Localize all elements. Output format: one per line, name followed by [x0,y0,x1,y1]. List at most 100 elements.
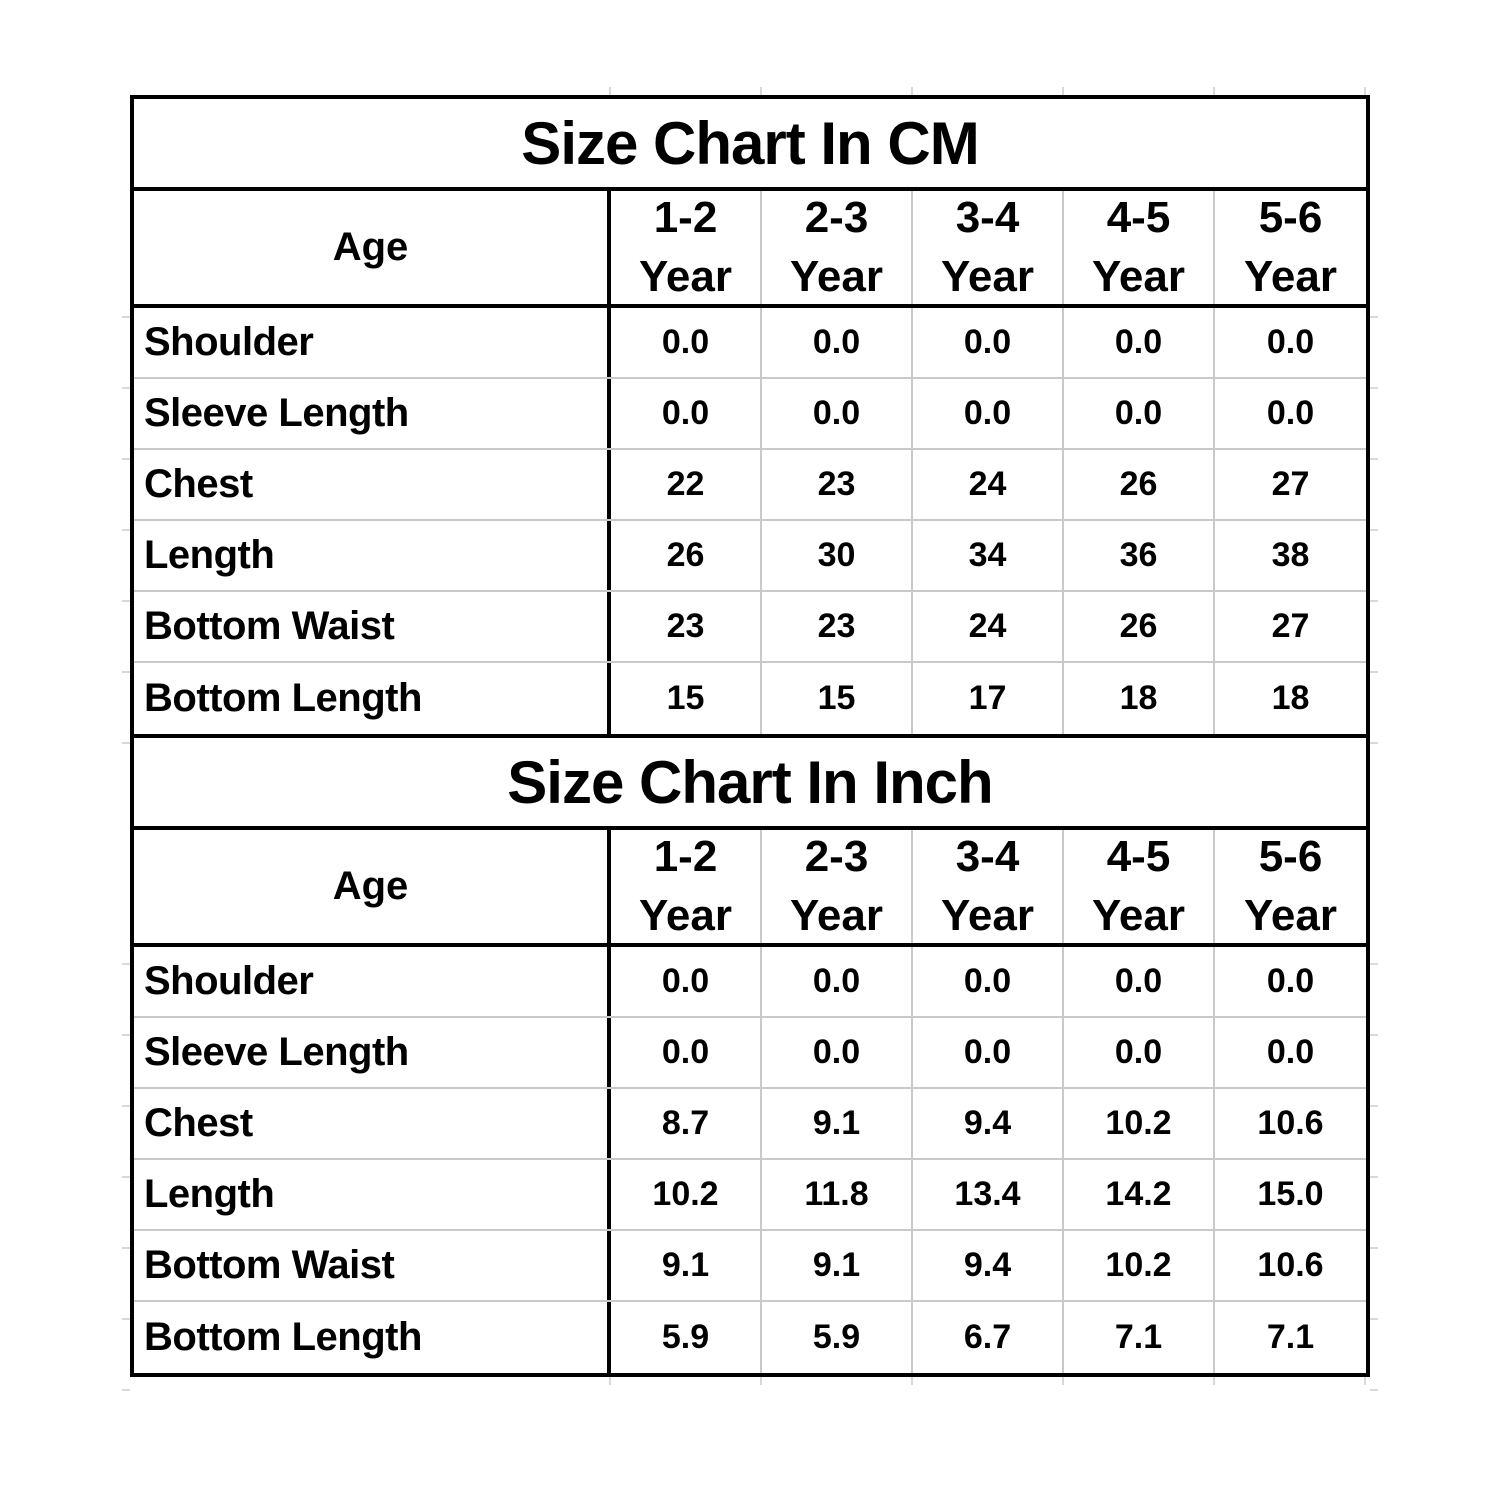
age-range: 1-2 [653,832,718,881]
cell-value: 10.6 [1257,1246,1324,1284]
cell-value: 34 [913,521,1064,590]
cell-value: 0.0 [611,379,762,448]
row-label: Bottom Length [134,663,611,734]
cell-value: 6.7 [913,1302,1064,1373]
cell-value: 23 [762,592,913,661]
column-header-4-5-year: 4-5 Year [1064,191,1215,304]
cell-value: 38 [1271,536,1310,574]
cell-value: 0.0 [913,947,1064,1016]
gridline-tick-top [609,87,1368,95]
cell-value: 0.0 [1064,308,1215,377]
age-header-cell: Age [134,191,611,304]
age-unit: Year [639,891,732,940]
age-header-cell: Age [134,830,611,943]
cell-value: 0.0 [1266,962,1315,1000]
cell-value: 0.0 [1266,1033,1315,1071]
age-range: 4-5 [1106,193,1171,242]
cell-value: 5.9 [762,1302,913,1373]
age-range: 5-6 [1258,193,1323,242]
age-unit: Year [1244,252,1337,301]
cell-value: 0.0 [913,379,1064,448]
cell-value: 0.0 [611,1018,762,1087]
cell-value: 10.2 [1064,1089,1215,1158]
cell-value: 17 [913,663,1064,734]
cell-value: 26 [1064,592,1215,661]
column-header-2-3-year: 2-3 Year [762,830,913,943]
cell-value: 5.9 [611,1302,762,1373]
cell-value: 0.0 [913,1018,1064,1087]
table-row-chest: Chest 8.7 9.1 9.4 10.2 10.6 [134,1089,1366,1160]
age-range: 1-2 [653,193,718,242]
age-range: 3-4 [955,193,1020,242]
table-title-inch: Size Chart In Inch [134,738,1366,830]
cell-value: 10.2 [1064,1231,1215,1300]
row-label: Bottom Waist [134,1231,611,1300]
cell-value: 0.0 [611,308,762,377]
cell-value: 0.0 [762,1018,913,1087]
cell-value: 0.0 [611,947,762,1016]
header-row-cm: Age 1-2 Year 2-3 Year 3-4 Year 4-5 Year 5-6 Y… [134,191,1366,308]
cell-value: 9.4 [913,1231,1064,1300]
row-label: Length [134,1160,611,1229]
column-header-5-6-year: 5-6 Year [1215,830,1366,943]
cell-value: 24 [913,450,1064,519]
age-unit: Year [790,252,883,301]
table-row-bottom-length: Bottom Length 15 15 17 18 18 [134,663,1366,734]
cell-value: 9.1 [762,1231,913,1300]
column-header-5-6-year: 5-6 Year [1215,191,1366,304]
column-header-1-2-year: 1-2 Year [611,191,762,304]
age-unit: Year [1092,252,1185,301]
row-label: Sleeve Length [134,1018,611,1087]
age-unit: Year [941,891,1034,940]
table-row-bottom-waist: Bottom Waist 9.1 9.1 9.4 10.2 10.6 [134,1231,1366,1302]
table-row-shoulder: Shoulder 0.0 0.0 0.0 0.0 0.0 [134,947,1366,1018]
gridline-tick-right-cm [1370,316,1378,744]
row-label: Sleeve Length [134,379,611,448]
cell-value: 30 [762,521,913,590]
row-label: Length [134,521,611,590]
cell-value: 18 [1064,663,1215,734]
column-header-3-4-year: 3-4 Year [913,830,1064,943]
table-row-bottom-length: Bottom Length 5.9 5.9 6.7 7.1 7.1 [134,1302,1366,1373]
age-range: 2-3 [804,193,869,242]
age-range: 3-4 [955,832,1020,881]
cell-value: 0.0 [762,947,913,1016]
cell-value: 9.1 [611,1231,762,1300]
gridline-tick-left-cm [122,316,130,744]
age-range: 4-5 [1106,832,1171,881]
row-label: Chest [134,450,611,519]
table-row-bottom-waist: Bottom Waist 23 23 24 26 27 [134,592,1366,663]
cell-value: 27 [1271,607,1310,645]
cell-value: 8.7 [611,1089,762,1158]
age-range: 5-6 [1258,832,1323,881]
cell-value: 13.4 [913,1160,1064,1229]
column-header-4-5-year: 4-5 Year [1064,830,1215,943]
cell-value: 0.0 [762,308,913,377]
age-unit: Year [790,891,883,940]
cell-value: 0.0 [1266,394,1315,432]
cell-value: 24 [913,592,1064,661]
cell-value: 23 [611,592,762,661]
column-header-2-3-year: 2-3 Year [762,191,913,304]
table-row-sleeve-length: Sleeve Length 0.0 0.0 0.0 0.0 0.0 [134,1018,1366,1089]
row-label: Shoulder [134,308,611,377]
cell-value: 0.0 [1064,379,1215,448]
cell-value: 0.0 [762,379,913,448]
gridline-tick-left-inch [122,963,130,1391]
row-label: Chest [134,1089,611,1158]
cell-value: 23 [762,450,913,519]
size-chart-inch-table: Size Chart In Inch Age 1-2 Year 2-3 Year 3… [134,738,1366,1373]
size-chart: Size Chart In CM Age 1-2 Year 2-3 Year 3-4… [122,87,1378,1391]
cell-value: 9.1 [762,1089,913,1158]
row-label: Bottom Waist [134,592,611,661]
age-unit: Year [639,252,732,301]
cell-value: 14.2 [1064,1160,1215,1229]
cell-value: 10.6 [1257,1104,1324,1142]
cell-value: 18 [1271,679,1310,717]
cell-value: 22 [611,450,762,519]
cell-value: 9.4 [913,1089,1064,1158]
gridline-tick-right-inch [1370,963,1378,1391]
cell-value: 0.0 [1064,1018,1215,1087]
cell-value: 7.1 [1064,1302,1215,1373]
